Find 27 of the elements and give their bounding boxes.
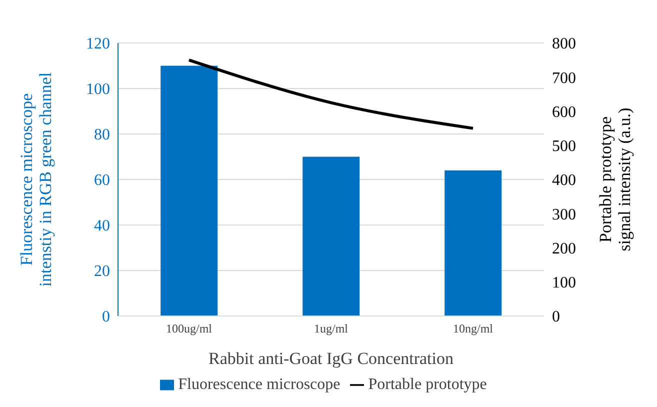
y2-tick-label: 300 [552, 206, 576, 224]
x-tick-label: 1ug/ml [314, 322, 349, 336]
y-tick-label: 40 [94, 218, 110, 235]
x-tick-label: 10ng/ml [452, 322, 494, 336]
y-tick-label: 120 [86, 36, 110, 53]
y2-tick-label: 500 [552, 138, 576, 156]
y2-tick-label: 0 [552, 308, 560, 326]
y2-tick-label: 800 [552, 36, 576, 53]
y2-tick-label: 600 [552, 104, 576, 121]
bar [444, 170, 502, 316]
bar [160, 66, 218, 316]
y-tick-label: 60 [94, 172, 110, 190]
x-axis-title: Rabbit anti-Goat IgG Concentration [208, 349, 454, 368]
y2-axis-title: Portable prototype signal intensity (a.u.) [596, 108, 634, 252]
x-tick-label: 100ug/ml [166, 322, 213, 336]
y2-tick-label: 200 [552, 240, 576, 258]
legend-label: Fluorescence microscope [178, 376, 340, 393]
y-tick-label: 80 [94, 126, 110, 144]
bar [302, 156, 360, 316]
y-tick-label: 0 [102, 308, 110, 326]
y2-tick-label: 400 [552, 172, 576, 190]
y-axis-title: Fluorescence microscope intenstiy in RGB green channel [17, 72, 55, 287]
y-tick-label: 100 [86, 81, 110, 98]
y2-tick-label: 700 [552, 70, 576, 87]
y-tick-label: 20 [94, 263, 110, 280]
legend-label: Portable prototype [368, 376, 487, 393]
y2-tick-label: 100 [552, 274, 576, 292]
